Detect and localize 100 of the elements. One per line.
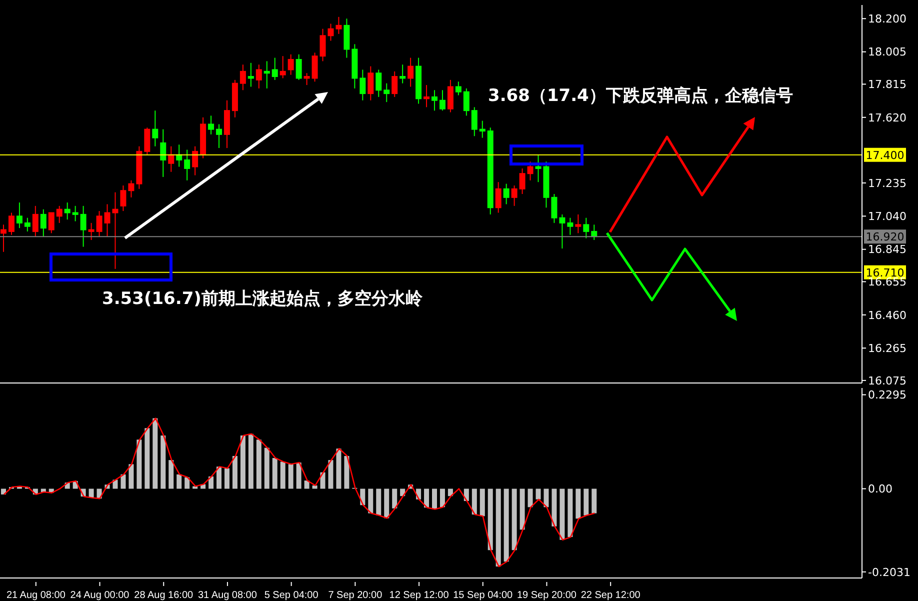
candlestick: [312, 52, 318, 82]
x-tick-label: 28 Aug 16:00: [134, 590, 194, 601]
candlestick: [511, 184, 518, 206]
candlestick: [168, 146, 174, 172]
candlestick: [583, 217, 590, 239]
candlestick: [72, 205, 78, 222]
candlestick: [16, 202, 22, 229]
candlestick: [447, 79, 454, 113]
bar: [240, 436, 246, 489]
bar: [256, 440, 262, 489]
bar: [136, 440, 142, 489]
bar: [496, 488, 501, 567]
candlestick: [64, 202, 70, 220]
x-tick-label: 7 Sep 20:00: [328, 590, 383, 601]
candlestick: [455, 81, 462, 96]
bar: [248, 434, 254, 489]
bar: [440, 488, 445, 508]
candlestick: [432, 90, 438, 112]
y-tick-label: 16.075: [868, 374, 906, 388]
candlestick: [8, 212, 14, 236]
candlestick: [152, 110, 158, 147]
candlestick: [192, 146, 198, 176]
x-tick-label: 31 Aug 08:00: [198, 590, 258, 601]
y-tick-label: -0.2031: [868, 566, 910, 579]
candlestick: [160, 128, 166, 178]
bar: [480, 488, 485, 516]
candlestick: [360, 69, 366, 101]
x-tick-label: 21 Aug 08:00: [6, 590, 66, 601]
bar: [424, 488, 430, 508]
bar: [544, 488, 549, 508]
bar: [176, 474, 182, 489]
candlestick: [368, 66, 374, 101]
y-tick-label: 18.200: [868, 12, 906, 26]
candlestick: [559, 214, 566, 249]
bar: [512, 488, 517, 550]
candlestick: [527, 161, 534, 181]
candlestick: [40, 208, 46, 238]
x-tick-label: 24 Aug 00:00: [70, 590, 130, 601]
bar: [120, 474, 126, 489]
candlestick: [240, 64, 246, 91]
candlestick: [280, 56, 286, 79]
bar: [144, 428, 150, 489]
candlestick: [0, 224, 6, 252]
candlestick: [567, 217, 574, 236]
y-tick-label: 17.040: [868, 210, 906, 224]
y-tick-label: 16.845: [868, 243, 906, 256]
y-tick-label: 17.815: [868, 78, 906, 92]
bar: [344, 456, 350, 489]
candlestick: [551, 194, 558, 224]
candlestick: [32, 205, 38, 238]
candlestick: [128, 180, 134, 198]
annotation: 3.53(16.7)前期上涨起始点，多空分水岭: [102, 288, 422, 310]
candlestick: [48, 212, 54, 234]
line-series: [3, 418, 596, 568]
bar: [592, 488, 597, 514]
candlestick: [264, 60, 270, 89]
candlestick: [376, 69, 382, 98]
candlestick: [384, 82, 390, 103]
candlestick: [392, 70, 398, 98]
ref-line-label: 17.400: [866, 148, 904, 162]
bar: [528, 488, 533, 508]
candlestick: [408, 57, 414, 88]
bar: [584, 488, 589, 516]
bar: [128, 464, 134, 489]
bar: [376, 488, 382, 516]
bar: [536, 488, 541, 500]
bar: [168, 460, 174, 489]
x-tick-label: 15 Sep 04:00: [453, 590, 514, 601]
bar: [296, 462, 302, 489]
bar: [432, 488, 437, 510]
bar: [448, 488, 453, 496]
candlestick: [503, 183, 510, 205]
bar: [1, 488, 6, 494]
candlestick: [575, 214, 582, 234]
candlestick: [256, 64, 262, 89]
candlestick: [304, 72, 310, 86]
candlestick: [216, 124, 222, 149]
ref-line-label: 16.920: [866, 230, 904, 244]
candlestick: [463, 88, 470, 116]
x-tick-label: 5 Sep 04:00: [264, 590, 319, 601]
bar: [288, 464, 294, 489]
bar: [576, 488, 581, 519]
x-tick-label: 19 Sep 20:00: [516, 590, 577, 601]
bar: [264, 448, 270, 489]
candlestick: [344, 18, 350, 58]
candlestick: [296, 54, 302, 80]
bar: [568, 488, 573, 538]
y-tick-label: 18.005: [868, 46, 906, 59]
candlestick: [208, 115, 214, 135]
bar: [520, 488, 525, 530]
candlestick: [471, 106, 478, 137]
bar: [488, 488, 493, 550]
y-tick-label: 0.2295: [868, 388, 906, 402]
candlestick: [80, 205, 86, 248]
bar: [184, 477, 190, 489]
y-tick-label: 17.620: [868, 111, 906, 124]
x-tick-label: 12 Sep 12:00: [389, 590, 450, 601]
candlestick: [144, 127, 150, 156]
candlestick: [24, 217, 30, 232]
candlestick: [96, 210, 102, 238]
